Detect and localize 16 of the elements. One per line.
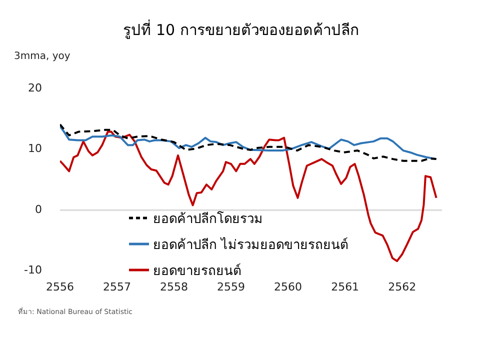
x-tick-label: 2558 (160, 280, 188, 294)
legend-label: ยอดค้าปลีกโดยรวม (153, 210, 263, 228)
chart-title: รูปที่ 10 การขยายตัวของยอดค้าปลีก (122, 18, 360, 41)
y-axis-title: 3mma, yoy (14, 51, 70, 62)
x-tick-label: 2557 (102, 280, 131, 294)
y-tick-label: 0 (34, 202, 42, 216)
y-tick-label: 10 (28, 142, 42, 156)
y-tick-label: -10 (24, 264, 42, 277)
x-tick-label: 2559 (217, 280, 246, 294)
x-tick-label: 2556 (46, 280, 74, 294)
x-tick-label: 2562 (388, 280, 416, 294)
legend-label: ยอดขายรถยนต์ (153, 262, 241, 280)
x-tick-label: 2560 (274, 280, 302, 294)
legend-label: ยอดค้าปลีก ไม่รวมยอดขายรถยนต์ (153, 236, 348, 254)
x-tick-label: 2561 (331, 280, 360, 294)
y-tick-label: 20 (28, 81, 42, 94)
